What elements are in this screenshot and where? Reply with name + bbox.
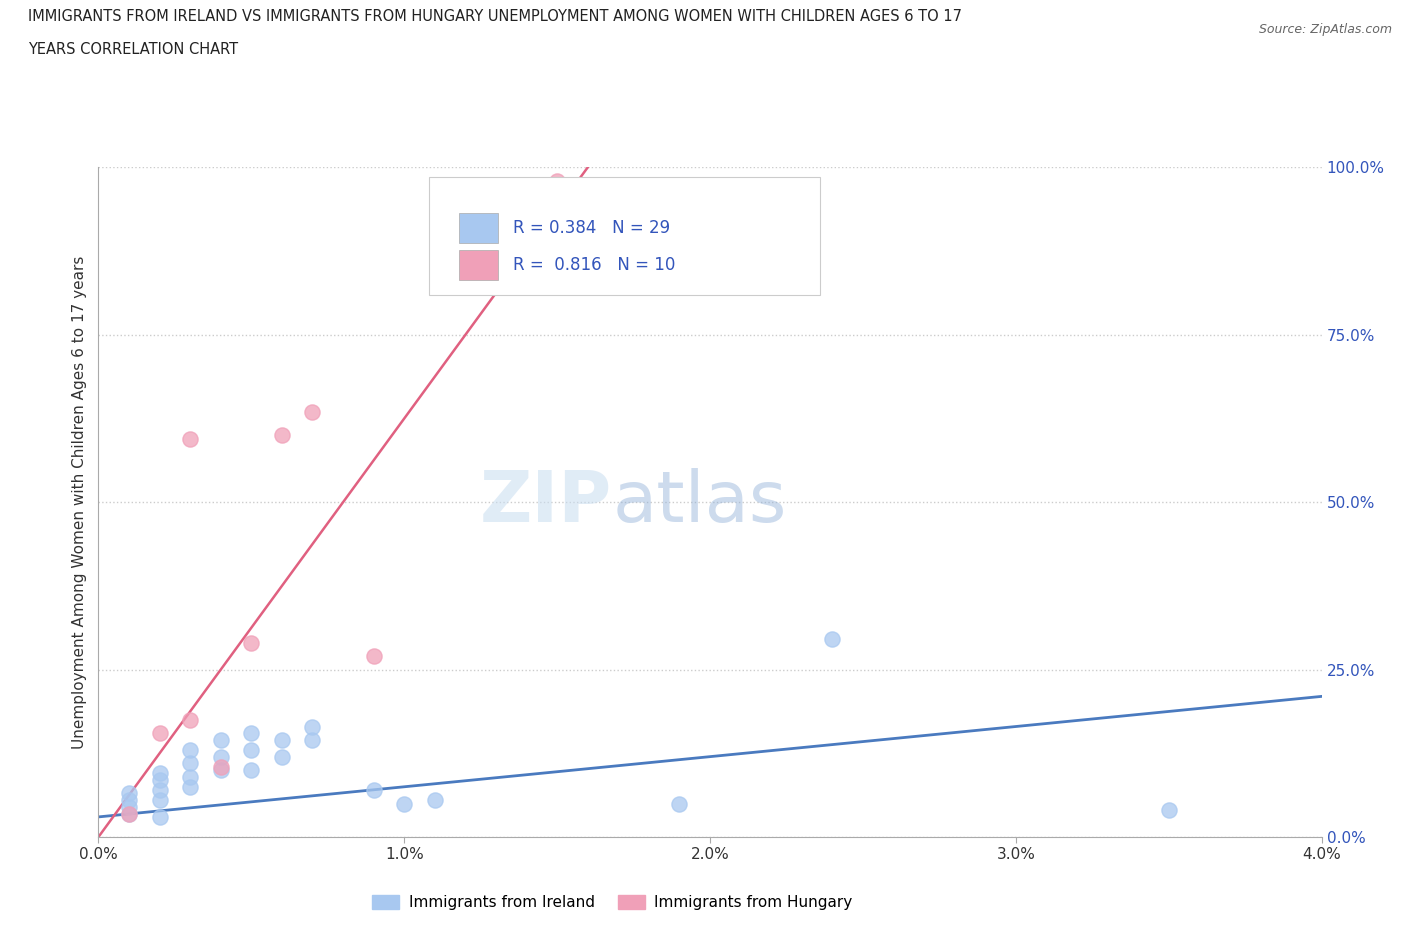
Bar	[460, 213, 498, 243]
Legend: Immigrants from Ireland, Immigrants from Hungary: Immigrants from Ireland, Immigrants from…	[366, 889, 859, 916]
Text: R = 0.384   N = 29: R = 0.384 N = 29	[513, 219, 671, 237]
Point	[270, 750, 294, 764]
Point	[240, 725, 263, 740]
Point	[301, 405, 323, 419]
Point	[546, 173, 568, 188]
Point	[118, 806, 141, 821]
Point	[118, 806, 141, 821]
Point	[363, 649, 385, 664]
Point	[149, 783, 172, 798]
Text: YEARS CORRELATION CHART: YEARS CORRELATION CHART	[28, 42, 238, 57]
Point	[270, 733, 294, 748]
Point	[179, 779, 201, 794]
Point	[209, 763, 232, 777]
Text: IMMIGRANTS FROM IRELAND VS IMMIGRANTS FROM HUNGARY UNEMPLOYMENT AMONG WOMEN WITH: IMMIGRANTS FROM IRELAND VS IMMIGRANTS FR…	[28, 9, 962, 24]
Point	[240, 742, 263, 757]
Point	[179, 712, 201, 727]
Point	[118, 792, 141, 807]
Point	[118, 786, 141, 801]
Point	[179, 742, 201, 757]
Point	[149, 773, 172, 788]
FancyBboxPatch shape	[429, 178, 820, 295]
Text: Source: ZipAtlas.com: Source: ZipAtlas.com	[1258, 23, 1392, 36]
Point	[209, 733, 232, 748]
Point	[149, 766, 172, 781]
Point	[668, 796, 690, 811]
Point	[270, 428, 294, 443]
Point	[1157, 803, 1180, 817]
Bar	[460, 250, 498, 280]
Point	[301, 733, 323, 748]
Point	[301, 719, 323, 734]
Y-axis label: Unemployment Among Women with Children Ages 6 to 17 years: Unemployment Among Women with Children A…	[72, 256, 87, 749]
Point	[209, 759, 232, 774]
Point	[118, 800, 141, 815]
Point	[179, 769, 201, 784]
Text: atlas: atlas	[612, 468, 786, 537]
Text: ZIP: ZIP	[479, 468, 612, 537]
Point	[240, 763, 263, 777]
Point	[821, 632, 844, 647]
Point	[149, 725, 172, 740]
Point	[149, 792, 172, 807]
Point	[392, 796, 416, 811]
Point	[179, 756, 201, 771]
Point	[363, 783, 385, 798]
Point	[240, 635, 263, 650]
Point	[423, 792, 446, 807]
Point	[209, 750, 232, 764]
Point	[179, 432, 201, 446]
Point	[149, 809, 172, 824]
Text: R =  0.816   N = 10: R = 0.816 N = 10	[513, 256, 675, 274]
